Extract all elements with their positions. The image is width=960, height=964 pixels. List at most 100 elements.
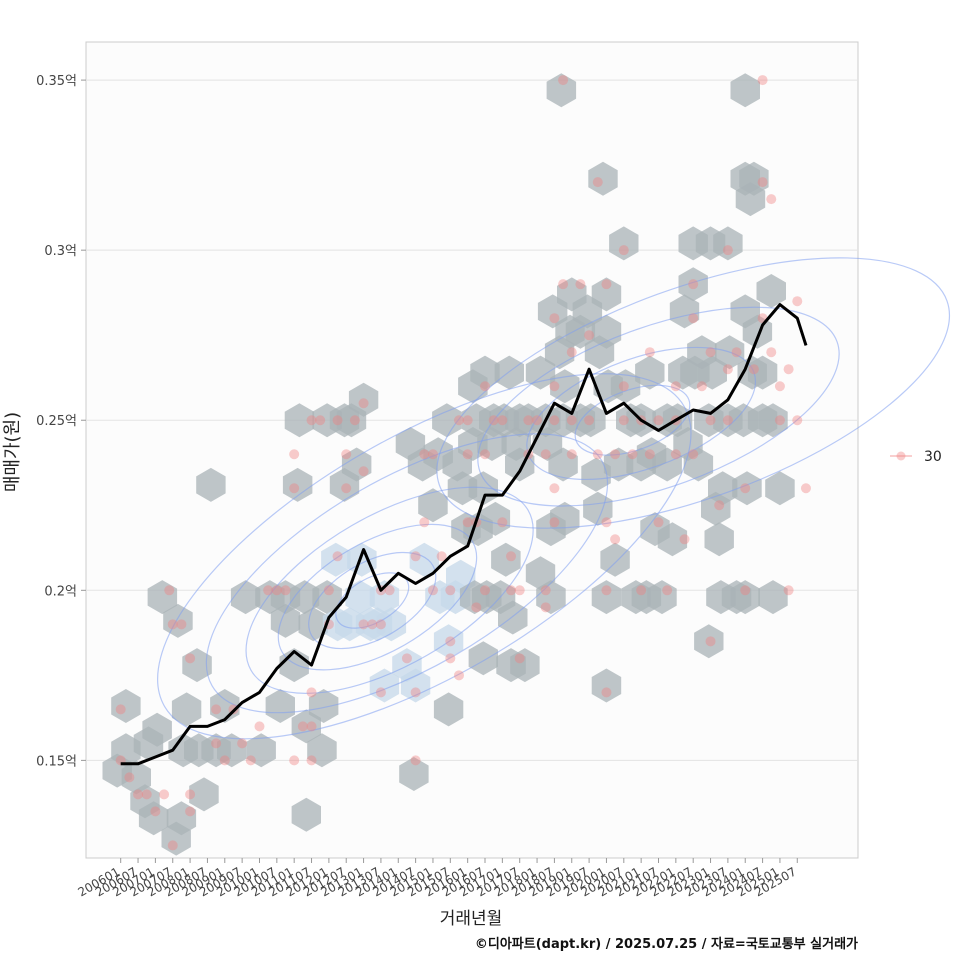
y-tick-label: 0.25억 (36, 414, 77, 429)
data-point (549, 517, 560, 528)
data-point (497, 517, 508, 528)
data-point (506, 551, 517, 562)
data-point (462, 517, 473, 528)
data-point (341, 483, 352, 494)
data-point (124, 772, 135, 783)
data-point (445, 653, 456, 664)
data-point (748, 364, 759, 375)
data-point (167, 619, 178, 630)
density-contour-ring (157, 373, 692, 740)
data-point (679, 534, 690, 545)
hexbin-cell (765, 471, 795, 506)
data-point (705, 347, 716, 358)
hexbin-cell (536, 580, 566, 615)
hexbin-cell (576, 403, 606, 438)
data-point (514, 653, 525, 664)
hexbin-cell (510, 648, 540, 683)
data-point (410, 755, 421, 766)
data-point (306, 415, 317, 426)
data-point (774, 415, 785, 426)
data-point (254, 721, 265, 732)
hexbin-cell (400, 668, 431, 703)
data-point (453, 415, 464, 426)
data-point (558, 279, 569, 290)
hexbin-cell (739, 161, 769, 196)
x-axis-title: 거래년월 (440, 909, 503, 929)
hexbin-cell (468, 641, 498, 676)
hexbin-cell (196, 467, 226, 502)
hexbin-cell (418, 488, 448, 523)
data-point (306, 687, 317, 698)
x-axis: 2006012006072007012007072008012008072009… (76, 858, 799, 900)
data-point (757, 177, 768, 188)
data-point (185, 653, 196, 664)
data-point (722, 245, 733, 256)
data-point (644, 347, 655, 358)
data-point (167, 840, 178, 851)
hexbin-cell (697, 355, 727, 390)
data-point (306, 721, 317, 732)
data-point (514, 585, 525, 596)
data-point (714, 500, 725, 511)
data-point (375, 687, 386, 698)
data-point (566, 415, 577, 426)
y-tick-label: 0.15억 (36, 754, 77, 769)
hexbin-cell (111, 689, 141, 723)
hexbin-cell (347, 542, 377, 577)
hexbin-cell (265, 689, 295, 723)
hexbin-cell (591, 580, 622, 615)
hexbin-cell (321, 542, 351, 577)
hexbin-cell (230, 580, 261, 615)
data-point (575, 279, 586, 290)
hexbin-cell (678, 267, 708, 302)
hexbin-cell (289, 580, 320, 615)
data-point (185, 789, 196, 800)
data-point (740, 483, 751, 494)
y-tick-label: 0.3억 (44, 244, 77, 259)
data-point (219, 755, 230, 766)
data-point (688, 313, 699, 324)
data-point (436, 551, 447, 562)
hexbin-cell (758, 403, 788, 438)
data-point (549, 313, 560, 324)
legend-key-point (896, 451, 906, 461)
density-contour-ring (335, 572, 410, 629)
data-point (774, 381, 785, 392)
data-point (540, 602, 551, 613)
hexbin-cell (669, 294, 700, 329)
data-point (766, 194, 777, 205)
hexbin-cell (111, 733, 141, 768)
data-point (601, 687, 612, 698)
data-point (289, 755, 300, 766)
data-point (245, 755, 256, 766)
hexbin-cell (138, 801, 169, 836)
data-point (731, 347, 742, 358)
hexbin-cell (758, 580, 788, 615)
data-point (289, 449, 300, 460)
y-axis: 0.15억 0.2억 0.25억 0.3억 0.35억 (36, 74, 86, 769)
data-point (480, 381, 491, 392)
hexbin-cell (491, 542, 521, 577)
data-point (375, 619, 386, 630)
data-point (549, 415, 560, 426)
data-point (800, 483, 811, 494)
hexbin-cell (591, 314, 622, 349)
density-contour-ring (277, 523, 478, 671)
hexbin-cell (270, 603, 301, 638)
data-point (401, 653, 412, 664)
data-point (358, 398, 369, 409)
data-point (792, 296, 803, 307)
hexbin-cell (166, 801, 197, 836)
y-axis-title: 매매가(원) (2, 412, 23, 492)
density-contour-ring (436, 257, 951, 529)
density-contour-ring (205, 433, 609, 714)
hexbin-cell (282, 467, 313, 502)
data-point (341, 449, 352, 460)
hexbin-cell (468, 471, 498, 506)
hexbin-cell (432, 403, 462, 438)
data-point (445, 585, 456, 596)
hexbin-cell (163, 603, 193, 638)
data-point (280, 585, 291, 596)
hexbin-cell (298, 607, 328, 642)
